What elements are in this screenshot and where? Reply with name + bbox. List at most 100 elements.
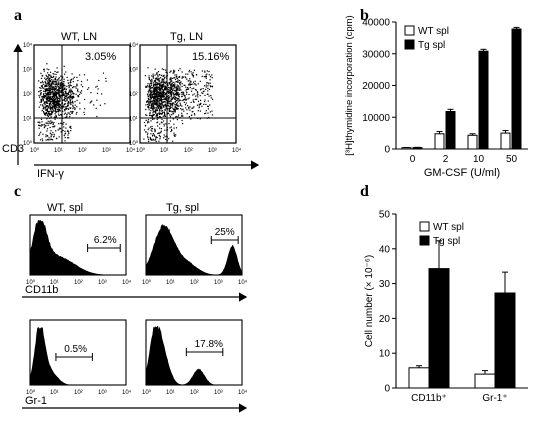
event-dot [67, 130, 69, 132]
dotplot-tg: Tg, LN 15.16% 10⁰10⁰10¹10¹10²10²10³10³10… [129, 31, 242, 154]
event-dot [150, 107, 152, 109]
event-dot [57, 92, 59, 95]
event-dot [46, 130, 48, 132]
event-dot [176, 102, 179, 104]
event-dot [197, 117, 199, 119]
event-dot [172, 90, 174, 92]
event-dot [53, 105, 55, 107]
event-dot [153, 118, 155, 120]
event-dot [49, 91, 51, 93]
event-dot [62, 106, 65, 108]
event-dot [55, 87, 57, 89]
event-dot [53, 117, 55, 119]
event-dot [66, 105, 68, 107]
event-dot [49, 103, 51, 105]
event-dot [176, 84, 178, 86]
event-dot [153, 83, 155, 85]
event-dot [66, 94, 68, 96]
event-dot [160, 91, 162, 93]
event-dot [197, 110, 199, 112]
event-dot [158, 108, 160, 110]
event-dot [55, 101, 57, 103]
event-dot [179, 86, 181, 88]
event-dot [169, 89, 171, 92]
event-dot [149, 114, 151, 117]
event-dot [152, 103, 154, 105]
event-dot [61, 114, 63, 116]
event-dot [146, 93, 149, 95]
event-dot [174, 96, 176, 98]
event-dot [54, 110, 56, 112]
event-dot [48, 110, 50, 112]
event-dot [66, 116, 68, 118]
event-dot [173, 69, 175, 71]
event-dot [170, 70, 172, 72]
event-dot [173, 103, 175, 105]
event-dot [48, 81, 50, 83]
event-dot [78, 96, 80, 98]
event-dot [154, 135, 156, 137]
event-dot [61, 77, 64, 79]
event-dot [173, 92, 175, 94]
event-dot [53, 93, 55, 95]
event-dot [155, 140, 157, 143]
event-dot [159, 85, 161, 87]
event-dot [166, 81, 168, 83]
event-dot [163, 115, 165, 117]
event-dot [45, 134, 47, 136]
event-dot [46, 110, 48, 112]
event-dot [148, 75, 150, 77]
event-dot [56, 91, 58, 94]
event-dot [51, 112, 53, 114]
x-tick-label: 10⁴ [232, 147, 242, 154]
event-dot [58, 101, 60, 103]
event-dot [148, 101, 150, 103]
event-dot [171, 96, 173, 98]
event-dot [90, 101, 92, 103]
event-dot [169, 110, 171, 112]
event-dot [65, 127, 67, 129]
event-dot [62, 86, 64, 88]
event-dot [185, 98, 187, 100]
event-dot [66, 93, 68, 95]
event-dot [43, 87, 45, 89]
event-dot [191, 90, 193, 92]
event-dot [67, 93, 69, 95]
event-dot [50, 81, 52, 83]
event-dot [204, 99, 206, 101]
event-dot [58, 114, 60, 116]
event-dot [47, 113, 49, 115]
event-dot [83, 74, 86, 76]
event-dot [143, 121, 146, 124]
event-dot [53, 73, 55, 75]
event-dot [56, 110, 58, 112]
event-dot [157, 132, 159, 135]
event-dot [68, 132, 70, 134]
x-tick-label: 10² [74, 280, 83, 286]
y-tick-label: 40 [379, 244, 391, 255]
event-dot [155, 104, 157, 106]
event-dot [161, 88, 164, 90]
event-dot [45, 106, 47, 108]
event-dot [151, 78, 153, 80]
event-dot [57, 113, 60, 115]
event-dot [49, 98, 51, 100]
event-dot [181, 93, 183, 95]
hist-cd11b-wt: 6.2%10⁰ 10¹ 10² 10³ 10⁴ [26, 214, 132, 286]
event-dot [47, 72, 49, 74]
event-dot [45, 96, 47, 98]
y-tick-label: 10² [129, 92, 138, 98]
event-dot [152, 96, 154, 98]
legend-swatch [419, 221, 430, 232]
event-dot [158, 78, 160, 80]
event-dot [91, 100, 93, 102]
event-dot [178, 98, 180, 100]
event-dot [54, 105, 56, 107]
event-dot [159, 116, 161, 118]
event-dot [71, 78, 73, 80]
event-dot [55, 89, 57, 91]
event-dot [167, 82, 169, 84]
event-dot [192, 83, 194, 85]
event-dot [166, 105, 168, 108]
event-dot [65, 91, 67, 93]
